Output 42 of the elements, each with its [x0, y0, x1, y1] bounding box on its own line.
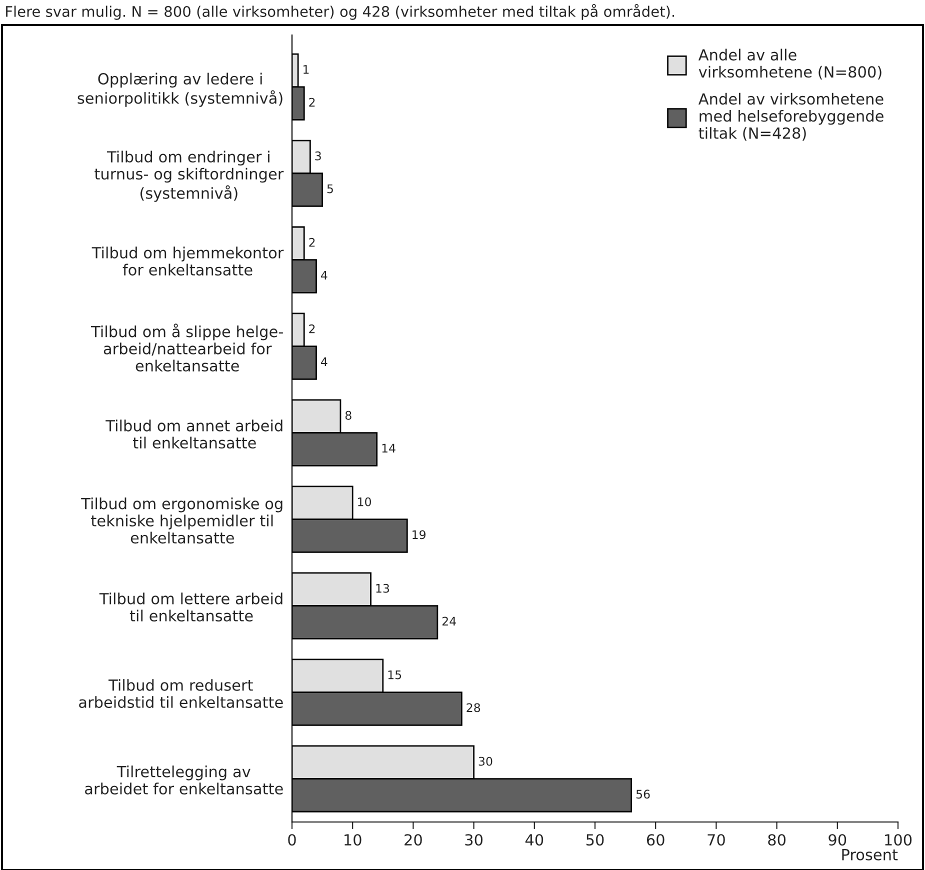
data-label: 8	[345, 410, 352, 420]
x-tick-label: 20	[404, 834, 422, 846]
y-tick-label: Tilbud om endringer i turnus- og skiftordninger (systemnivå)	[94, 150, 284, 202]
x-tick-label: 70	[708, 834, 725, 846]
data-label: 14	[382, 444, 396, 453]
y-tick-label: Tilbud om lettere arbeid til enkeltansatte	[99, 592, 282, 622]
legend-label: Andel av alle virksomhetene (N=800)	[698, 48, 882, 80]
x-tick-label: 30	[465, 834, 483, 846]
data-label: 24	[442, 616, 456, 626]
y-tick-label: Tilbud om hjemmekontor for enkeltansatte	[92, 246, 284, 276]
x-tick-label: 100	[885, 834, 912, 846]
x-tick-label: 90	[828, 834, 846, 846]
y-tick-label: Tilbud om ergonomiske og tekniske hjelpemidler til enkeltansatte	[81, 498, 282, 544]
y-tick-label: Tilrettelegging av arbeidet for enkeltansatte	[85, 766, 283, 794]
data-label: 2	[309, 238, 315, 247]
legend-label: Andel av virksomhetene med helseforebyggende tiltak (N=428)	[698, 92, 884, 141]
data-label: 10	[358, 497, 372, 506]
y-tick-label: Tilbud om redusert arbeidstid til enkeltansatte	[79, 679, 283, 708]
y-tick-label: Tilbud om å slippe helge- arbeid/nattearbeid for enkeltansatte	[91, 324, 283, 372]
x-axis-title: Prosent	[842, 849, 898, 860]
data-label: 2	[309, 98, 315, 107]
x-tick-label: 10	[344, 834, 362, 846]
data-label: 13	[376, 584, 390, 593]
data-label: 2	[309, 324, 315, 334]
data-label: 15	[388, 670, 402, 680]
data-label: 30	[478, 756, 492, 766]
y-tick-label: Opplæring av ledere i seniorpolitikk (systemnivå)	[78, 72, 282, 107]
data-label: 4	[320, 270, 328, 280]
y-tick-label: Tilbud om annet arbeid til enkeltansatte	[106, 420, 282, 449]
data-label: 3	[315, 151, 321, 160]
x-tick-label: 0	[288, 834, 296, 846]
x-tick-label: 50	[586, 834, 604, 846]
data-label: 4	[320, 357, 328, 366]
chart-subtitle: Flere svar mulig. N = 800 (alle virksomheter) og 428 (virksomheter med tiltak på området).	[6, 4, 674, 20]
data-label: 28	[466, 703, 480, 712]
data-label: 1	[304, 65, 309, 74]
x-tick-label: 80	[768, 834, 786, 846]
data-label: 56	[636, 790, 650, 799]
data-label: 5	[327, 184, 333, 194]
x-tick-label: 40	[525, 834, 544, 846]
data-label: 19	[412, 530, 426, 540]
x-tick-label: 60	[646, 834, 664, 846]
